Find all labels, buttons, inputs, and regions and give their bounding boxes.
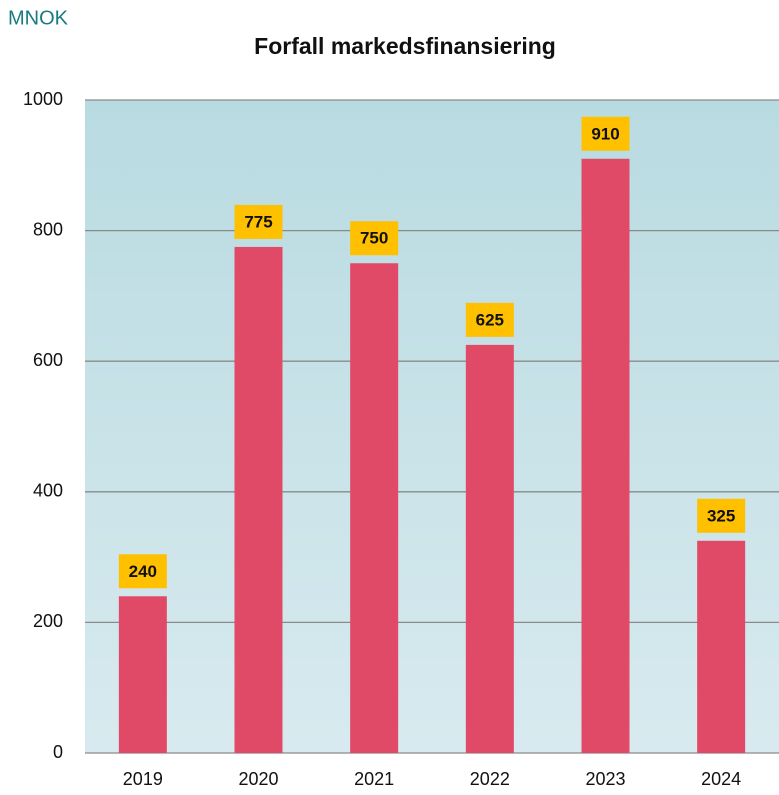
y-tick-label: 400 (33, 481, 63, 501)
bar (465, 344, 514, 753)
y-tick-label: 0 (53, 742, 63, 762)
value-label-bg (465, 302, 514, 337)
value-label: 625 (476, 310, 504, 329)
y-tick-label: 800 (33, 219, 63, 239)
x-tick-label: 2020 (238, 769, 278, 789)
bar (118, 596, 167, 753)
value-label: 750 (360, 229, 388, 248)
x-tick-label: 2023 (585, 769, 625, 789)
x-tick-label: 2022 (470, 769, 510, 789)
value-label-bg (234, 204, 283, 239)
value-label-bg (118, 554, 167, 589)
value-label-bg (697, 498, 746, 533)
value-label: 910 (591, 124, 619, 143)
value-label: 325 (707, 506, 735, 525)
bar (697, 540, 746, 753)
y-tick-label: 200 (33, 611, 63, 631)
unit-label: MNOK (8, 7, 69, 29)
value-label: 775 (244, 212, 272, 231)
bar (234, 246, 283, 754)
x-tick-label: 2024 (701, 769, 741, 789)
y-tick-label: 600 (33, 350, 63, 370)
bar (581, 158, 630, 753)
x-tick-label: 2021 (354, 769, 394, 789)
value-label-bg (581, 116, 630, 151)
plot-area (85, 100, 779, 753)
y-tick-label: 1000 (23, 89, 63, 109)
value-label: 240 (129, 562, 157, 581)
chart-title: Forfall markedsfinansiering (254, 33, 556, 59)
bar (350, 263, 399, 753)
x-tick-label: 2019 (123, 769, 163, 789)
value-label-bg (350, 221, 399, 256)
